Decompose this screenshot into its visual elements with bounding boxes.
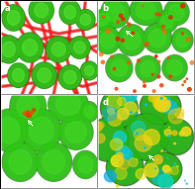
Circle shape xyxy=(160,97,162,99)
Circle shape xyxy=(155,168,156,169)
Circle shape xyxy=(174,143,176,144)
Circle shape xyxy=(130,112,132,113)
Text: d: d xyxy=(102,98,108,107)
Circle shape xyxy=(177,166,178,167)
Text: c: c xyxy=(5,98,10,107)
Circle shape xyxy=(169,127,170,128)
Circle shape xyxy=(135,113,137,115)
Text: a: a xyxy=(5,4,10,13)
Circle shape xyxy=(167,158,168,159)
Circle shape xyxy=(136,159,137,160)
Circle shape xyxy=(168,135,170,137)
Circle shape xyxy=(184,180,185,181)
Circle shape xyxy=(161,150,163,152)
Circle shape xyxy=(156,159,158,161)
Circle shape xyxy=(186,183,188,184)
Circle shape xyxy=(101,115,102,116)
Circle shape xyxy=(144,147,146,148)
Circle shape xyxy=(116,185,119,187)
Circle shape xyxy=(145,104,147,106)
Circle shape xyxy=(182,131,183,132)
Circle shape xyxy=(168,98,170,100)
Circle shape xyxy=(174,163,176,165)
Circle shape xyxy=(136,133,138,134)
Circle shape xyxy=(138,110,139,112)
Text: b: b xyxy=(102,4,108,13)
